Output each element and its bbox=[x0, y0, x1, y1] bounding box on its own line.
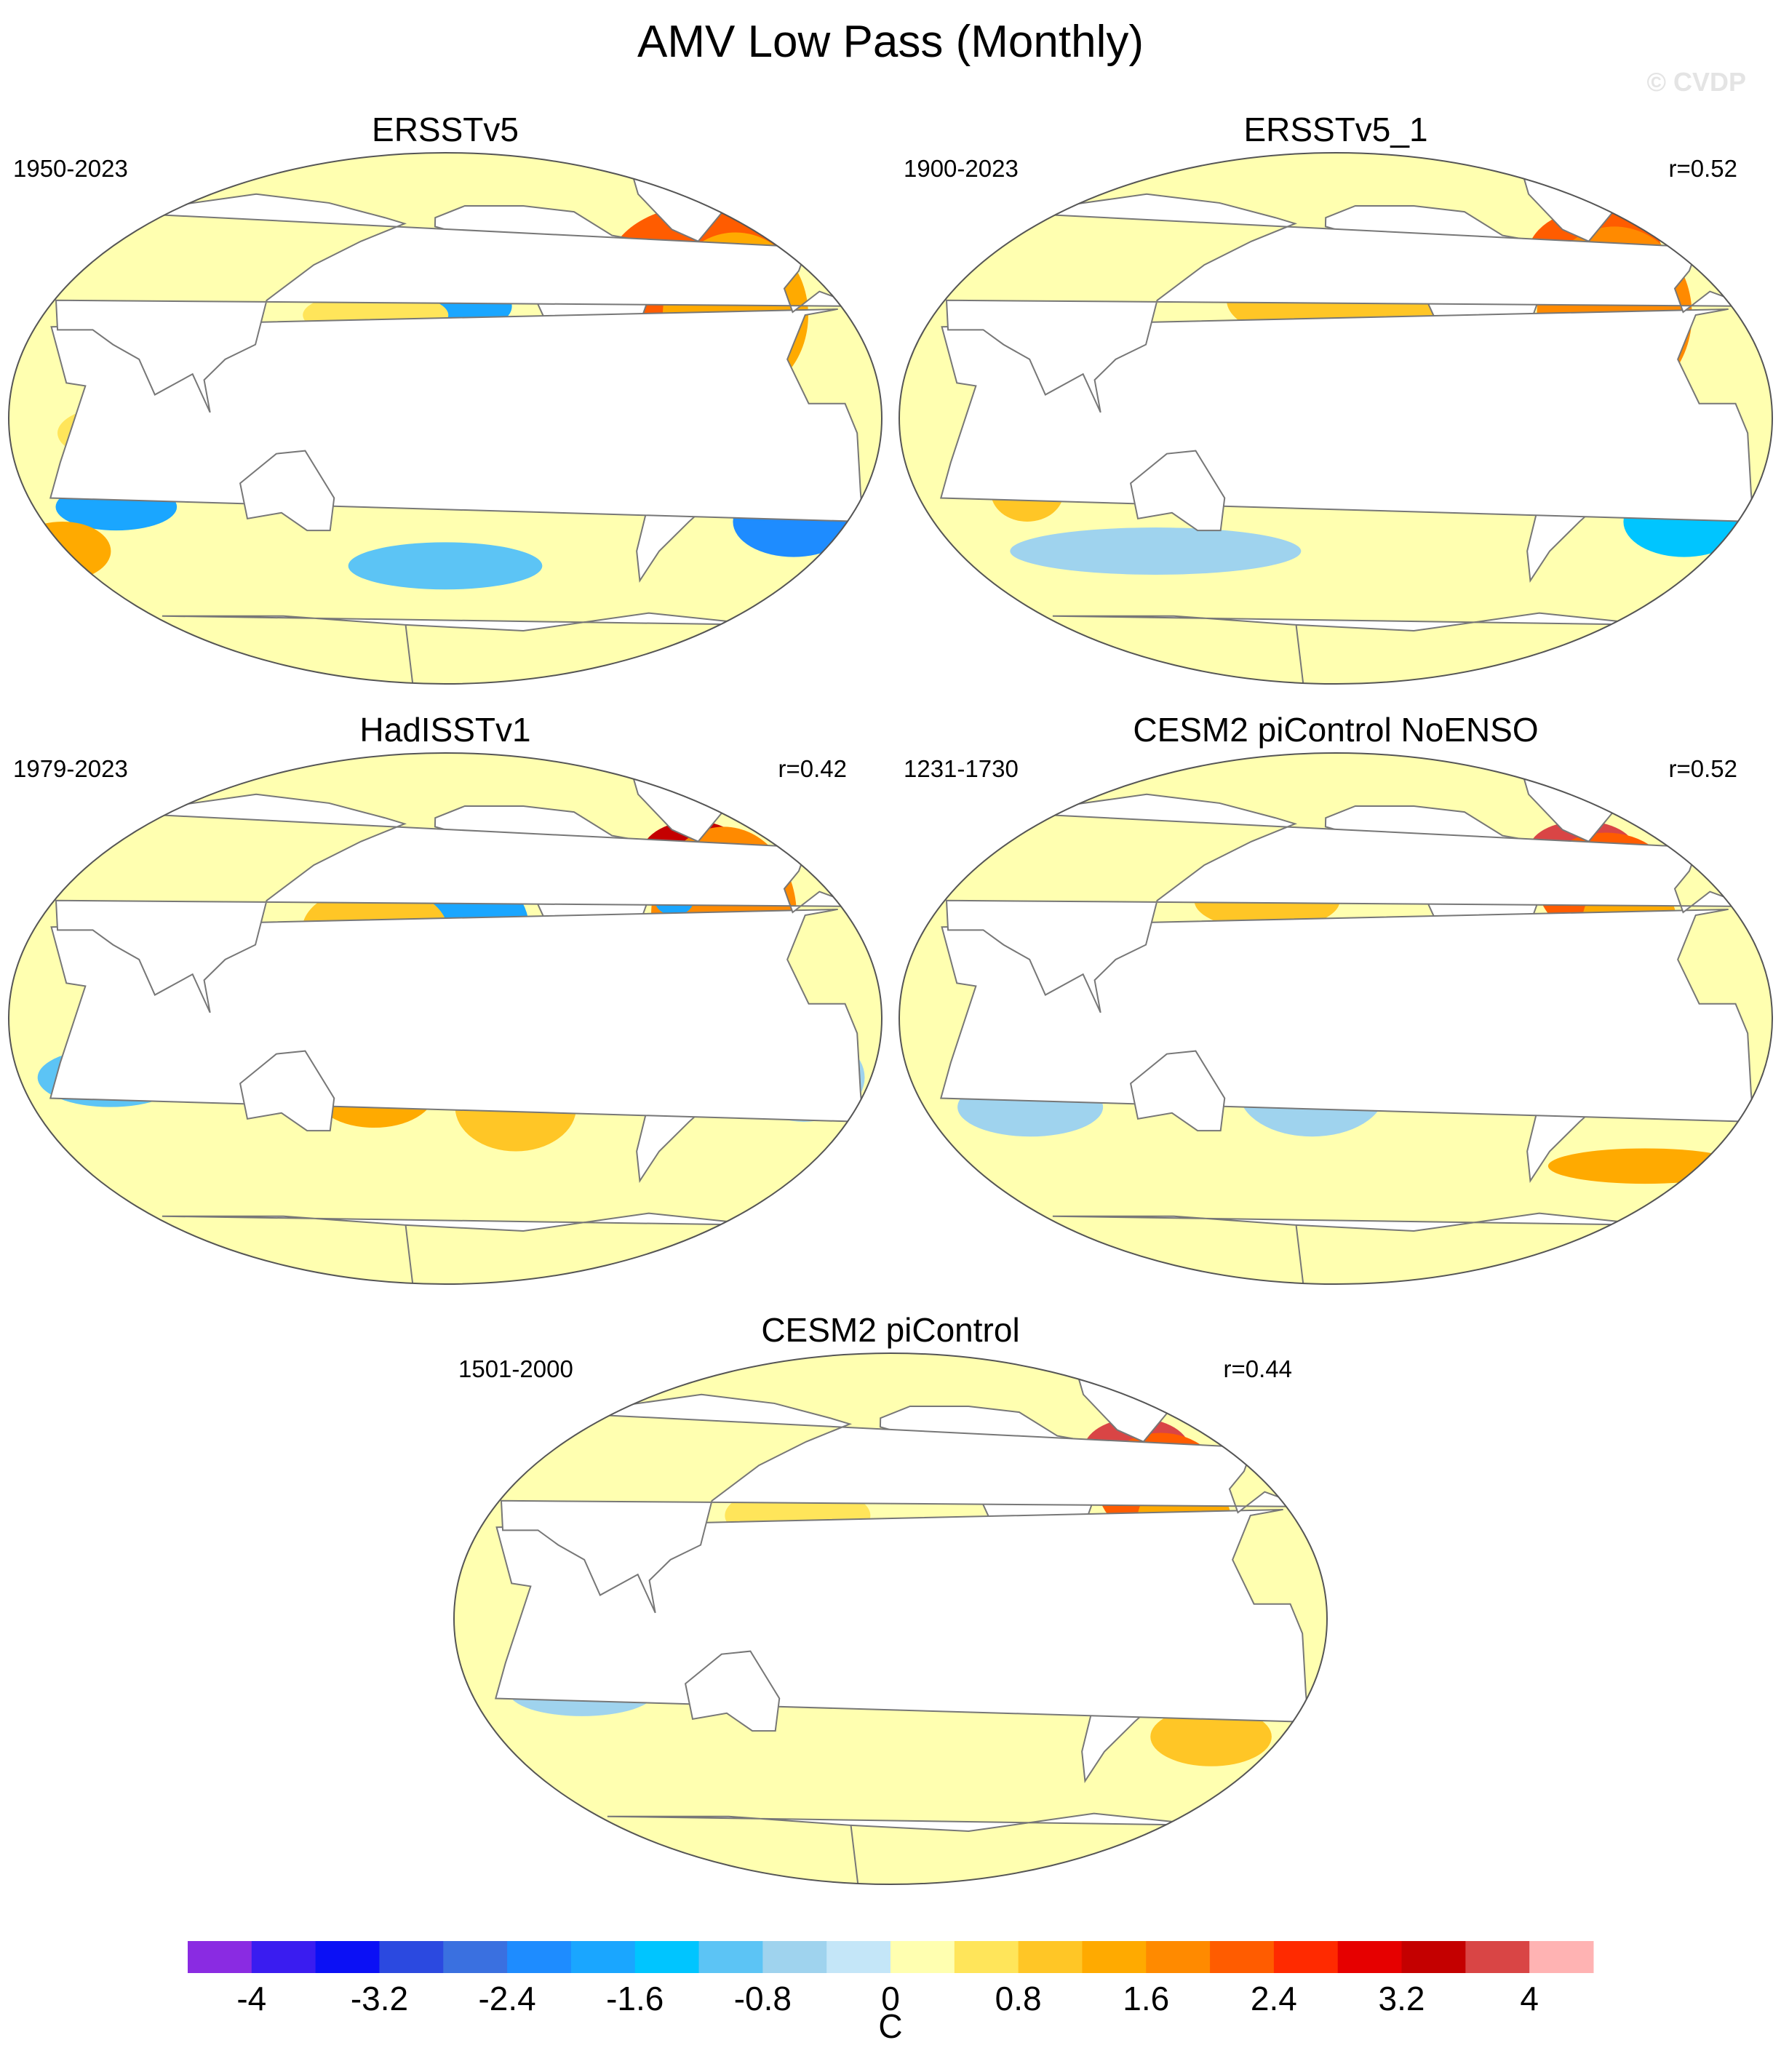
colorbar-swatch bbox=[826, 1941, 891, 1973]
colorbar-swatch bbox=[1018, 1941, 1083, 1973]
colorbar-swatch bbox=[1082, 1941, 1147, 1973]
map-4 bbox=[453, 1352, 1328, 1885]
colorbar-swatch bbox=[698, 1941, 763, 1973]
colorbar-swatch bbox=[315, 1941, 380, 1973]
colorbar-swatch bbox=[188, 1941, 252, 1973]
land-antarctica bbox=[1052, 1212, 1653, 1284]
correlation-label: r=0.52 bbox=[1668, 155, 1738, 182]
map-panel-cesm2-picontrol: CESM2 piControl 1501-2000 r=0.44 bbox=[445, 1310, 1336, 1892]
map-border bbox=[8, 752, 882, 1285]
land-antarctica bbox=[162, 612, 762, 684]
colorbar-swatch bbox=[1273, 1941, 1339, 1973]
cvdp-watermark: © CVDP bbox=[1646, 67, 1746, 97]
land-africa bbox=[939, 908, 1755, 1123]
panel-title: CESM2 piControl NoENSO bbox=[1133, 711, 1539, 749]
colorbar-swatch bbox=[1146, 1941, 1211, 1973]
period-label: 1501-2000 bbox=[458, 1355, 573, 1382]
land-australia bbox=[684, 1650, 781, 1732]
panel-title: ERSSTv5_1 bbox=[1243, 111, 1428, 148]
land-australia bbox=[1129, 1050, 1226, 1132]
colorbar-tick-label: 0.8 bbox=[995, 1980, 1042, 2017]
correlation-label: r=0.42 bbox=[778, 755, 848, 782]
colorbar-swatch bbox=[890, 1941, 955, 1973]
period-label: 1979-2023 bbox=[13, 755, 128, 782]
period-label: 1950-2023 bbox=[13, 155, 128, 182]
colorbar-swatch bbox=[379, 1941, 444, 1973]
land-antarctica bbox=[162, 1212, 762, 1284]
map-border bbox=[899, 752, 1773, 1285]
map-border bbox=[453, 1352, 1328, 1885]
colorbar-swatch bbox=[1401, 1941, 1466, 1973]
colorbar-tick-label: 1.6 bbox=[1123, 1980, 1170, 2017]
land-africa bbox=[49, 908, 864, 1123]
colorbar-tick-label: -3.2 bbox=[350, 1980, 409, 2017]
land-africa bbox=[49, 308, 864, 522]
colorbar-swatch bbox=[1337, 1941, 1403, 1973]
panel-title: HadISSTv1 bbox=[359, 711, 531, 749]
map-1 bbox=[899, 152, 1773, 685]
colorbar-tick-label: 2.4 bbox=[1250, 1980, 1297, 2017]
map-panel-ersstv5-1: ERSSTv5_1 1900-2023 r=0.52 bbox=[890, 109, 1781, 691]
land-antarctica bbox=[1052, 612, 1653, 684]
colorbar-swatch bbox=[1529, 1941, 1594, 1973]
colorbar-swatch bbox=[251, 1941, 316, 1973]
period-label: 1231-1730 bbox=[904, 755, 1019, 782]
map-2 bbox=[8, 752, 882, 1285]
colorbar-swatch bbox=[634, 1941, 700, 1973]
map-panel-cesm2-picontrol-noenso: CESM2 piControl NoENSO 1231-1730 r=0.52 bbox=[890, 709, 1781, 1291]
colorbar-tick-label: 3.2 bbox=[1378, 1980, 1425, 2017]
colorbar-swatch bbox=[954, 1941, 1019, 1973]
land-australia bbox=[239, 1050, 335, 1132]
colorbar-swatch bbox=[762, 1941, 827, 1973]
panel-title: CESM2 piControl bbox=[761, 1311, 1020, 1349]
land-australia bbox=[1129, 450, 1226, 532]
land-africa bbox=[494, 1508, 1310, 1723]
colorbar-tick-label: -1.6 bbox=[606, 1980, 664, 2017]
land-africa bbox=[939, 308, 1755, 522]
colorbar-swatch bbox=[1210, 1941, 1275, 1973]
map-panel-ersstv5: ERSSTv5 1950-2023 bbox=[0, 109, 890, 691]
colorbar-tick-label: 4 bbox=[1520, 1980, 1539, 2017]
colorbar-swatch bbox=[443, 1941, 508, 1973]
anomaly-patch bbox=[1150, 1707, 1272, 1766]
colorbar-tick-label: -2.4 bbox=[478, 1980, 536, 2017]
land-australia bbox=[239, 450, 335, 532]
map-3 bbox=[899, 752, 1773, 1285]
colorbar-swatch bbox=[507, 1941, 572, 1973]
map-0 bbox=[8, 152, 882, 685]
figure-title: AMV Low Pass (Monthly) bbox=[637, 17, 1144, 67]
colorbar-units: C bbox=[878, 2007, 903, 2045]
map-panel-hadisstv1: HadISSTv1 1979-2023 r=0.42 bbox=[0, 709, 890, 1291]
correlation-label: r=0.52 bbox=[1668, 755, 1738, 782]
colorbar-tick-label: -4 bbox=[236, 1980, 267, 2017]
anomaly-patch bbox=[1010, 527, 1302, 575]
colorbar-swatch bbox=[1465, 1941, 1530, 1973]
map-border bbox=[8, 152, 882, 685]
panel-title: ERSSTv5 bbox=[372, 111, 519, 148]
map-border bbox=[899, 152, 1773, 685]
land-antarctica bbox=[607, 1812, 1208, 1884]
anomaly-patch bbox=[348, 542, 543, 590]
colorbar-tick-label: -0.8 bbox=[733, 1980, 792, 2017]
correlation-label: r=0.44 bbox=[1223, 1355, 1293, 1382]
period-label: 1900-2023 bbox=[904, 155, 1019, 182]
colorbar-swatch bbox=[570, 1941, 636, 1973]
colorbar-tick-label: 0 bbox=[881, 1980, 900, 2017]
